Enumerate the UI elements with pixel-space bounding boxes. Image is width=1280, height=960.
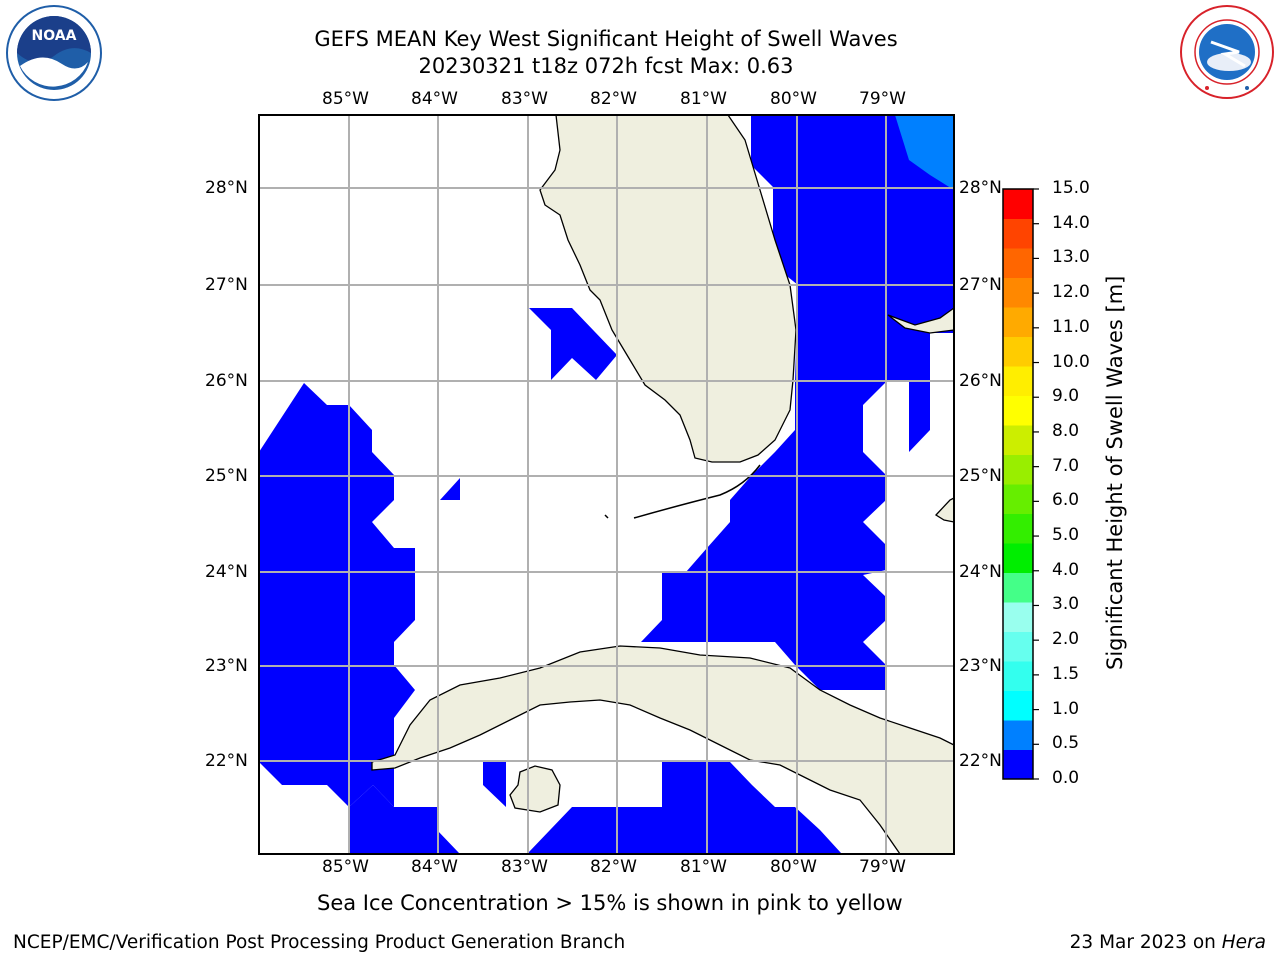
swell-region-s-center xyxy=(437,762,506,830)
colorbar-segment xyxy=(1003,631,1033,662)
noaa-logo: NOAA xyxy=(6,5,102,101)
lon-label-top: 81°W xyxy=(680,89,727,109)
lat-label-left: 24°N xyxy=(205,562,248,582)
lon-label-top: 83°W xyxy=(501,89,548,109)
colorbar-segment xyxy=(1003,602,1033,632)
lat-label-right: 28°N xyxy=(959,178,1002,198)
colorbar-segment xyxy=(1003,336,1033,367)
lat-label-right: 24°N xyxy=(959,562,1002,582)
colorbar-segment xyxy=(1003,484,1033,514)
colorbar-segment xyxy=(1003,366,1033,396)
lat-label-left: 25°N xyxy=(205,466,248,486)
land-cuba xyxy=(371,645,954,854)
colorbar-segment xyxy=(1003,307,1033,337)
swell-region-sw xyxy=(349,785,459,853)
map-subtitle: 20230321 t18z 072h fcst Max: 0.63 xyxy=(418,54,794,78)
lon-label-bottom: 84°W xyxy=(411,857,458,877)
colorbar-tick-label: 14.0 xyxy=(1052,212,1090,233)
colorbar-tick-label: 9.0 xyxy=(1052,386,1080,407)
colorbar-tick-label: 15.0 xyxy=(1052,178,1090,198)
footer-date: 23 Mar 2023 on Hera xyxy=(1070,932,1266,953)
lat-label-right: 27°N xyxy=(959,275,1002,295)
map-title: GEFS MEAN Key West Significant Height of… xyxy=(314,27,898,51)
colorbar-segment xyxy=(1003,720,1033,750)
colorbar-tick-label: 11.0 xyxy=(1052,316,1090,337)
land-bahamas-2 xyxy=(934,497,954,523)
lat-label-left: 27°N xyxy=(205,275,248,295)
colorbar-tick-label: 7.0 xyxy=(1052,455,1080,476)
lat-label-right: 25°N xyxy=(959,466,1002,486)
colorbar-tick-label: 0.5 xyxy=(1052,733,1080,754)
lat-label-left: 23°N xyxy=(205,656,248,676)
lon-label-top: 84°W xyxy=(411,89,458,109)
footer-host: Hera xyxy=(1221,932,1266,953)
sea-ice-caption: Sea Ice Concentration > 15% is shown in … xyxy=(317,891,903,915)
lat-label-left: 28°N xyxy=(205,178,248,198)
footer-credit: NCEP/EMC/Verification Post Processing Pr… xyxy=(13,932,626,953)
lat-label-right: 26°N xyxy=(959,371,1002,391)
lat-label-right: 22°N xyxy=(959,751,1002,771)
colorbar-segment xyxy=(1003,425,1033,455)
colorbar-segment xyxy=(1003,543,1033,573)
swell-region-ne-light xyxy=(895,115,954,190)
lat-label-left: 26°N xyxy=(205,371,248,391)
lon-label-top: 85°W xyxy=(322,89,369,109)
lon-label-bottom: 80°W xyxy=(770,857,817,877)
colorbar-tick-label: 6.0 xyxy=(1052,490,1080,511)
map-frame xyxy=(258,114,955,855)
colorbar-tick-label: 1.0 xyxy=(1052,698,1080,719)
colorbar-tick-label: 12.0 xyxy=(1052,282,1090,303)
colorbar-tick-label: 0.0 xyxy=(1052,768,1080,788)
lon-label-top: 80°W xyxy=(770,89,817,109)
lon-label-top: 79°W xyxy=(859,89,906,109)
colorbar-segment xyxy=(1003,572,1033,603)
swell-region-dot xyxy=(440,478,460,500)
colorbar-segment xyxy=(1003,690,1033,721)
swell-region-tampa xyxy=(529,308,617,380)
lat-label-right: 23°N xyxy=(959,656,1002,676)
swell-region-west xyxy=(259,383,415,807)
land-isla-juventud xyxy=(509,765,561,813)
lon-label-bottom: 85°W xyxy=(322,857,369,877)
colorbar-tick-label: 3.0 xyxy=(1052,594,1080,615)
lon-label-bottom: 79°W xyxy=(859,857,906,877)
colorbar-segment xyxy=(1003,395,1033,426)
lon-label-bottom: 83°W xyxy=(501,857,548,877)
nws-logo xyxy=(1180,5,1274,99)
land-bahamas xyxy=(887,307,954,334)
footer-date-text: 23 Mar 2023 on xyxy=(1069,932,1222,953)
colorbar-tick-label: 4.0 xyxy=(1052,559,1080,580)
colorbar-frame xyxy=(1002,188,1034,780)
colorbar-segment xyxy=(1003,513,1033,544)
colorbar-segment xyxy=(1003,189,1033,219)
colorbar-segment xyxy=(1003,248,1033,278)
colorbar-segment xyxy=(1003,454,1033,485)
colorbar-segment xyxy=(1003,277,1033,308)
colorbar-tick-label: 13.0 xyxy=(1052,247,1090,268)
colorbar-segment xyxy=(1003,661,1033,691)
map-area xyxy=(259,115,954,854)
key-west xyxy=(604,514,609,519)
lat-label-left: 22°N xyxy=(205,751,248,771)
florida-keys xyxy=(633,464,761,519)
lon-label-bottom: 81°W xyxy=(680,857,727,877)
lon-label-top: 82°W xyxy=(590,89,637,109)
colorbar-tick-label: 10.0 xyxy=(1052,351,1090,372)
colorbar-tick-label: 2.0 xyxy=(1052,629,1080,650)
colorbar-segment xyxy=(1003,218,1033,249)
colorbar-segment xyxy=(1003,749,1033,780)
lon-label-bottom: 82°W xyxy=(590,857,637,877)
graticule xyxy=(259,115,954,854)
colorbar-tick-label: 5.0 xyxy=(1052,525,1080,546)
land-florida xyxy=(539,115,797,463)
swell-region-south xyxy=(528,762,841,853)
colorbar xyxy=(1003,188,1039,780)
noaa-text: NOAA xyxy=(32,28,77,44)
colorbar-tick-label: 8.0 xyxy=(1052,420,1080,441)
colorbar-tick-label: 1.5 xyxy=(1052,663,1080,684)
colorbar-label: Significant Height of Swell Waves [m] xyxy=(1103,275,1127,670)
